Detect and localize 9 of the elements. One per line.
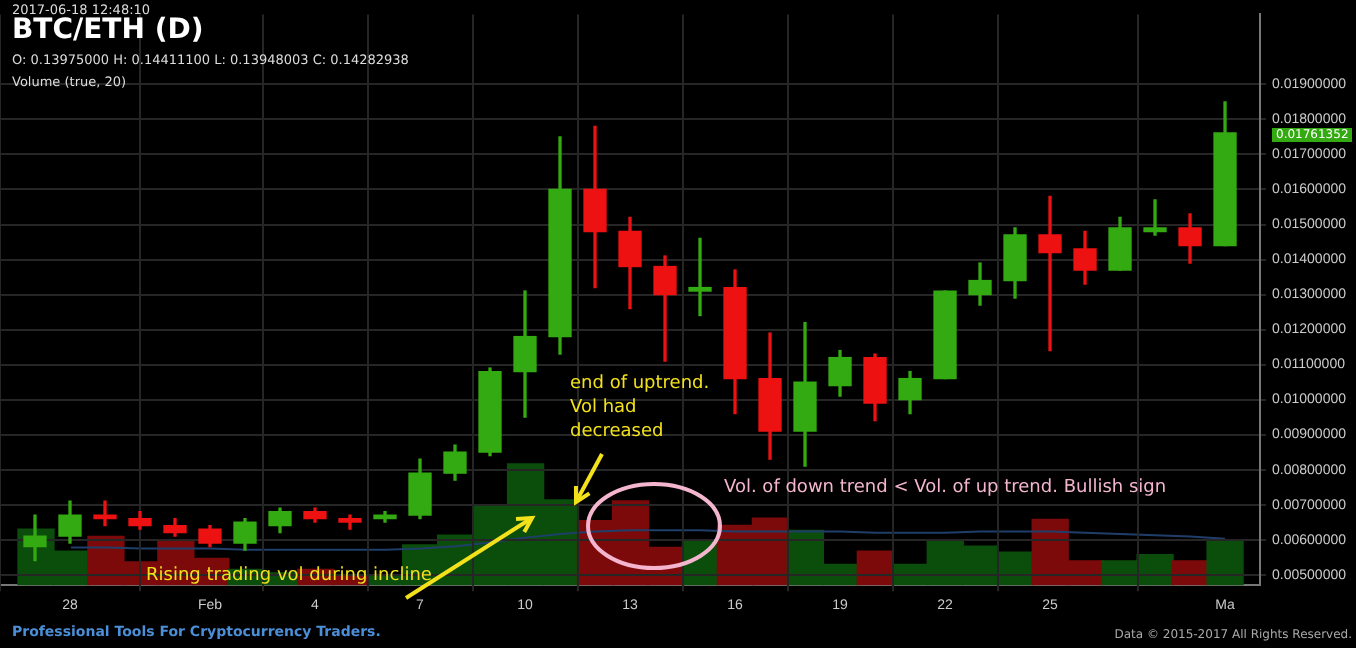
- candlestick: [688, 237, 712, 317]
- annotation: end of uptrend. Vol had decreased: [570, 372, 712, 444]
- candlestick: [23, 514, 47, 562]
- candlestick: [1038, 195, 1062, 352]
- annotation: Rising trading vol during incline: [146, 566, 432, 586]
- annotation: Vol. of down trend < Vol. of up trend. Bullish sign: [724, 478, 1167, 498]
- bar: [1206, 540, 1244, 586]
- chart-title: BTC/ETH (D): [12, 14, 204, 46]
- candlestick: [1143, 199, 1167, 236]
